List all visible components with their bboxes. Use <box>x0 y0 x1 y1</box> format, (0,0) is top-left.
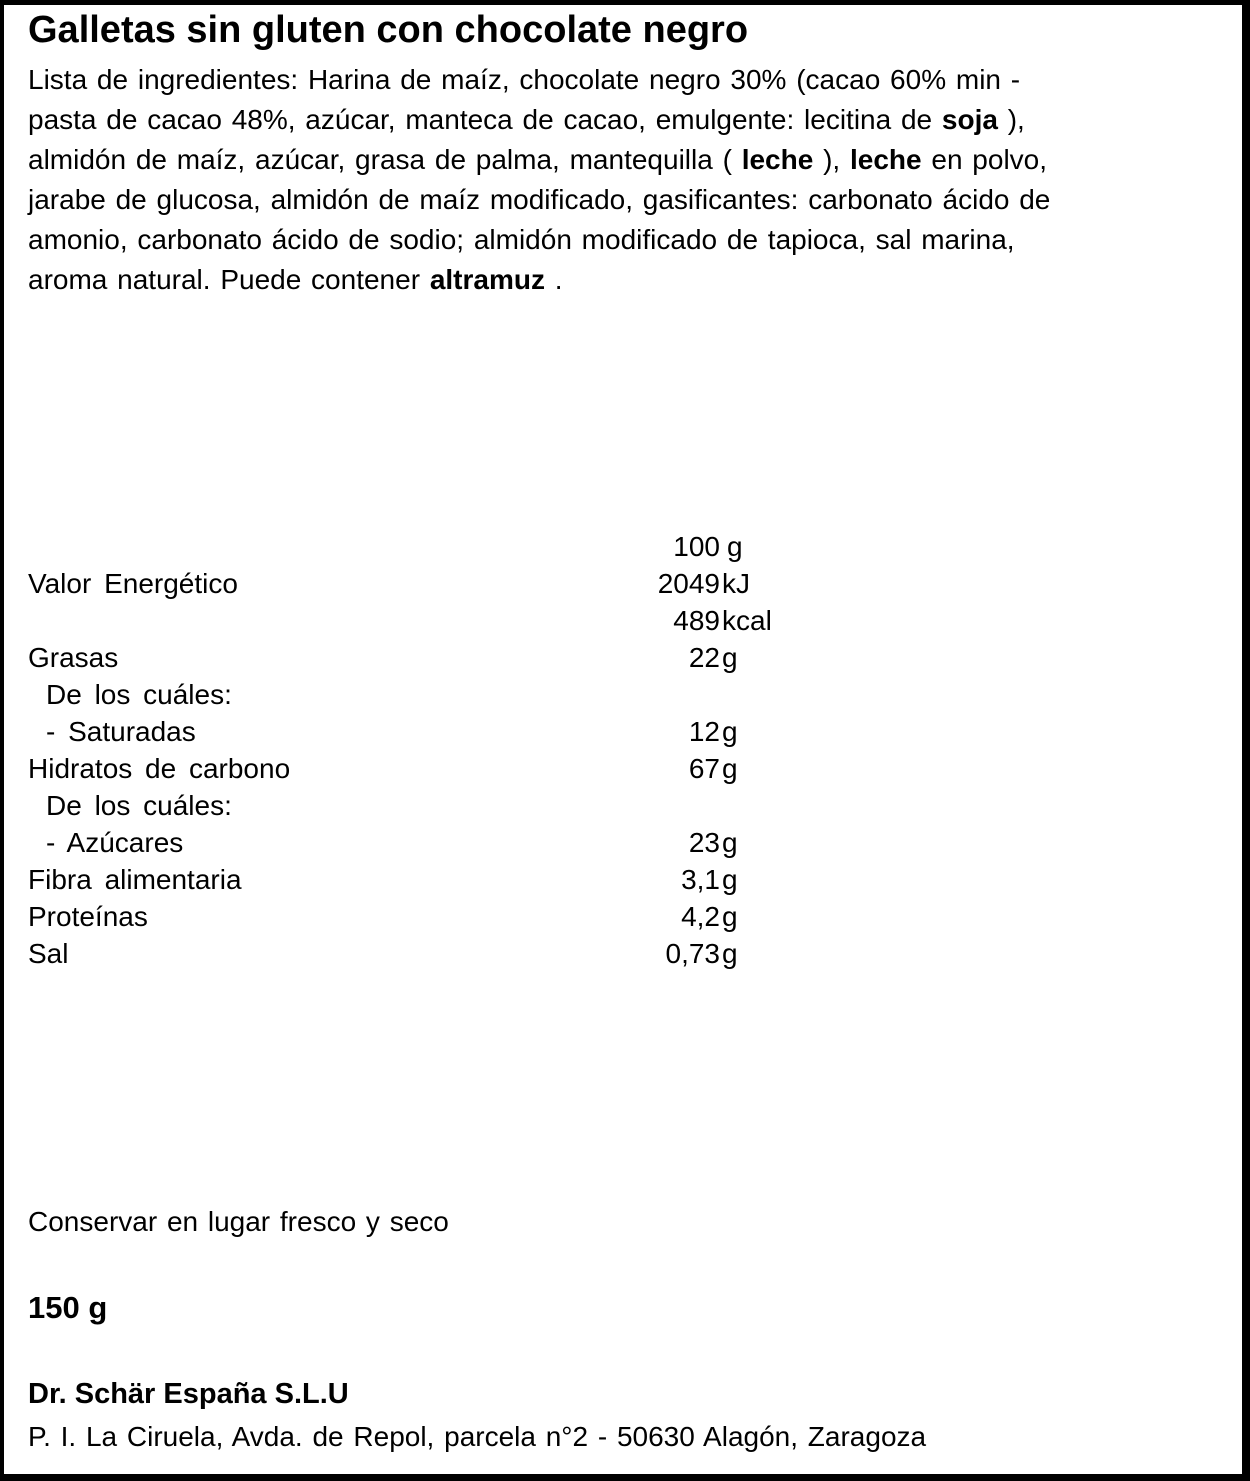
ingredient-text: jarabe de glucosa, almidón de maíz modif… <box>28 184 1051 215</box>
allergen-bold-text: altramuz <box>429 264 545 295</box>
nutrient-value: 4,2 <box>681 901 720 932</box>
nutrient-unit: kJ <box>722 568 750 599</box>
nutrition-row: Fibra alimentaria 3,1 g <box>28 861 1214 898</box>
nutrient-label: De los cuáles: <box>46 679 232 710</box>
storage-instructions: Conservar en lugar fresco y seco <box>28 1206 449 1237</box>
nutrient-label: - Saturadas <box>46 716 196 747</box>
ingredient-text: Lista de ingredientes: Harina de maíz, c… <box>28 64 1021 95</box>
nutrient-label: Grasas <box>28 642 119 673</box>
nutrient-value: 22 <box>688 642 720 673</box>
manufacturer-name: Dr. Schär España S.L.U <box>28 1378 349 1410</box>
ingredient-text: . <box>544 264 563 295</box>
nutrient-value: 2049 <box>657 568 720 599</box>
nutrition-row: - Azúcares 23 g <box>28 824 1214 861</box>
ingredients-line: jarabe de glucosa, almidón de maíz modif… <box>28 180 1214 220</box>
ingredients-line: pasta de cacao 48%, azúcar, manteca de c… <box>28 100 1214 140</box>
nutrient-value: 3,1 <box>681 864 720 895</box>
nutrient-unit: g <box>722 753 738 784</box>
nutrient-value <box>576 676 720 713</box>
ingredient-text: en polvo, <box>921 144 1048 175</box>
ingredient-text: almidón de maíz, azúcar, grasa de palma,… <box>28 144 742 175</box>
ingredient-text: aroma natural. Puede contener <box>28 264 430 295</box>
manufacturer-address: P. I. La Ciruela, Avda. de Repol, parcel… <box>28 1421 927 1452</box>
nutrient-value: 489 <box>673 605 720 636</box>
nutrient-unit: g <box>722 716 738 747</box>
nutrient-value: 23 <box>688 827 720 858</box>
nutrition-row: Hidratos de carbono 67 g <box>28 750 1214 787</box>
ingredients-line: almidón de maíz, azúcar, grasa de palma,… <box>28 140 1214 180</box>
ingredient-text: pasta de cacao 48%, azúcar, manteca de c… <box>28 104 942 135</box>
ingredients-line: amonio, carbonato ácido de sodio; almidó… <box>28 220 1214 260</box>
nutrient-unit <box>720 787 1214 824</box>
nutrient-unit <box>720 676 1214 713</box>
nutrition-row: Sal 0,73 g <box>28 935 1214 972</box>
nutrient-value: 12 <box>688 716 720 747</box>
nutrition-row: - Saturadas 12 g <box>28 713 1214 750</box>
allergen-bold-text: soja <box>941 104 998 135</box>
nutrition-row: Grasas 22 g <box>28 639 1214 676</box>
nutrient-label: - Azúcares <box>46 827 184 858</box>
nutrient-unit: g <box>722 901 738 932</box>
nutrition-row: Valor Energético 2049 kJ <box>28 565 1214 602</box>
nutrient-unit: g <box>722 938 738 969</box>
nutrient-value: 0,73 <box>665 938 721 969</box>
nutrient-value: 100 <box>673 531 720 562</box>
nutrient-label: Hidratos de carbono <box>28 753 291 784</box>
nutrition-row: 489 kcal <box>28 602 1214 639</box>
ingredient-text: ), <box>813 144 850 175</box>
nutrient-label: Fibra alimentaria <box>28 864 242 895</box>
nutrient-value: 67 <box>688 753 720 784</box>
nutrient-label: Sal <box>28 938 69 969</box>
ingredients-line: Lista de ingredientes: Harina de maíz, c… <box>28 60 1214 100</box>
nutrient-label <box>28 528 576 565</box>
nutrient-value <box>576 787 720 824</box>
nutrition-row: Proteínas 4,2 g <box>28 898 1214 935</box>
page-title: Galletas sin gluten con chocolate negro <box>28 9 749 51</box>
nutrient-unit: g <box>727 531 743 562</box>
nutrition-header-row: 100 g <box>28 528 1214 565</box>
nutrient-label: Valor Energético <box>28 568 238 599</box>
allergen-bold-text: leche <box>741 144 814 175</box>
nutrition-row: De los cuáles: <box>28 676 1214 713</box>
ingredient-text: amonio, carbonato ácido de sodio; almidó… <box>28 224 1015 255</box>
nutrient-label <box>28 602 576 639</box>
nutrient-unit: kcal <box>722 605 772 636</box>
nutrient-label: De los cuáles: <box>46 790 232 821</box>
nutrient-unit: g <box>722 642 738 673</box>
nutrient-unit: g <box>722 827 738 858</box>
ingredients-paragraph: Lista de ingredientes: Harina de maíz, c… <box>28 60 1214 300</box>
ingredients-line: aroma natural. Puede contener altramuz . <box>28 260 1214 300</box>
net-weight: 150 g <box>28 1290 108 1325</box>
nutrient-unit: g <box>722 864 738 895</box>
nutrition-row: De los cuáles: <box>28 787 1214 824</box>
nutrient-label: Proteínas <box>28 901 148 932</box>
ingredient-text: ), <box>997 104 1025 135</box>
allergen-bold-text: leche <box>849 144 922 175</box>
nutrition-table: 100 g Valor Energético 2049 kJ 489 kcal Grasas 2… <box>28 528 1214 972</box>
